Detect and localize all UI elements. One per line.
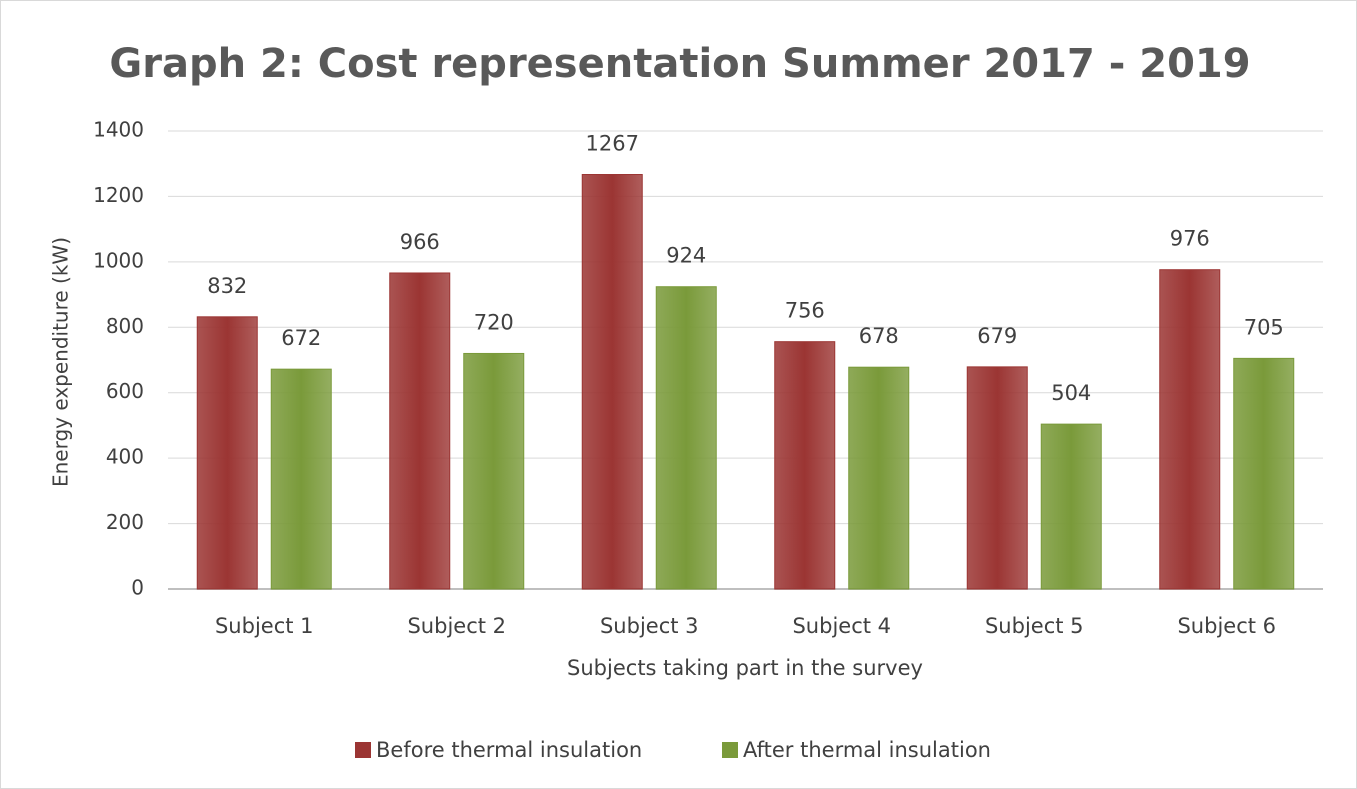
chart-title: Graph 2: Cost representation Summer 2017…: [109, 41, 1250, 87]
bar: [270, 368, 332, 590]
x-tick-label: Subject 5: [985, 614, 1084, 638]
y-tick-label: 0: [131, 576, 144, 600]
x-tick-label: Subject 3: [600, 614, 699, 638]
x-tick-label: Subject 4: [792, 614, 891, 638]
bar: [1233, 357, 1295, 590]
bar: [774, 341, 836, 590]
data-label: 966: [400, 230, 440, 254]
y-tick-label: 200: [106, 510, 144, 534]
data-label: 1267: [586, 132, 639, 156]
x-tick-label: Subject 6: [1177, 614, 1276, 638]
y-tick-label: 1000: [93, 248, 144, 272]
y-tick-label: 600: [106, 379, 144, 403]
x-tick-label: Subject 1: [215, 614, 314, 638]
data-label: 679: [977, 324, 1017, 348]
bar: [655, 286, 717, 590]
data-label: 924: [666, 244, 706, 268]
bar: [581, 174, 643, 590]
data-label: 504: [1051, 381, 1091, 405]
bar: [848, 366, 910, 590]
x-axis-title: Subjects taking part in the survey: [567, 656, 923, 680]
y-tick-label: 400: [106, 445, 144, 469]
data-label: 720: [474, 310, 514, 334]
data-label: 756: [785, 299, 825, 323]
bar: [966, 366, 1028, 590]
y-tick-label: 800: [106, 314, 144, 338]
data-label: 678: [859, 324, 899, 348]
y-tick-label: 1400: [93, 118, 144, 142]
bar: [1159, 269, 1221, 590]
legend-label: Before thermal insulation: [376, 738, 642, 762]
data-label: 976: [1170, 227, 1210, 251]
legend-label: After thermal insulation: [743, 738, 991, 762]
data-label: 705: [1244, 315, 1284, 339]
bar: [463, 352, 525, 590]
y-tick-label: 1200: [93, 183, 144, 207]
data-label: 832: [207, 274, 247, 298]
y-axis-title: Energy expenditure (kW): [49, 237, 73, 487]
bar: [389, 272, 451, 590]
bar: [1040, 423, 1102, 590]
legend-swatch: [355, 742, 371, 758]
data-label: 672: [281, 326, 321, 350]
bar: [196, 316, 258, 590]
legend-swatch: [722, 742, 738, 758]
x-tick-label: Subject 2: [407, 614, 506, 638]
